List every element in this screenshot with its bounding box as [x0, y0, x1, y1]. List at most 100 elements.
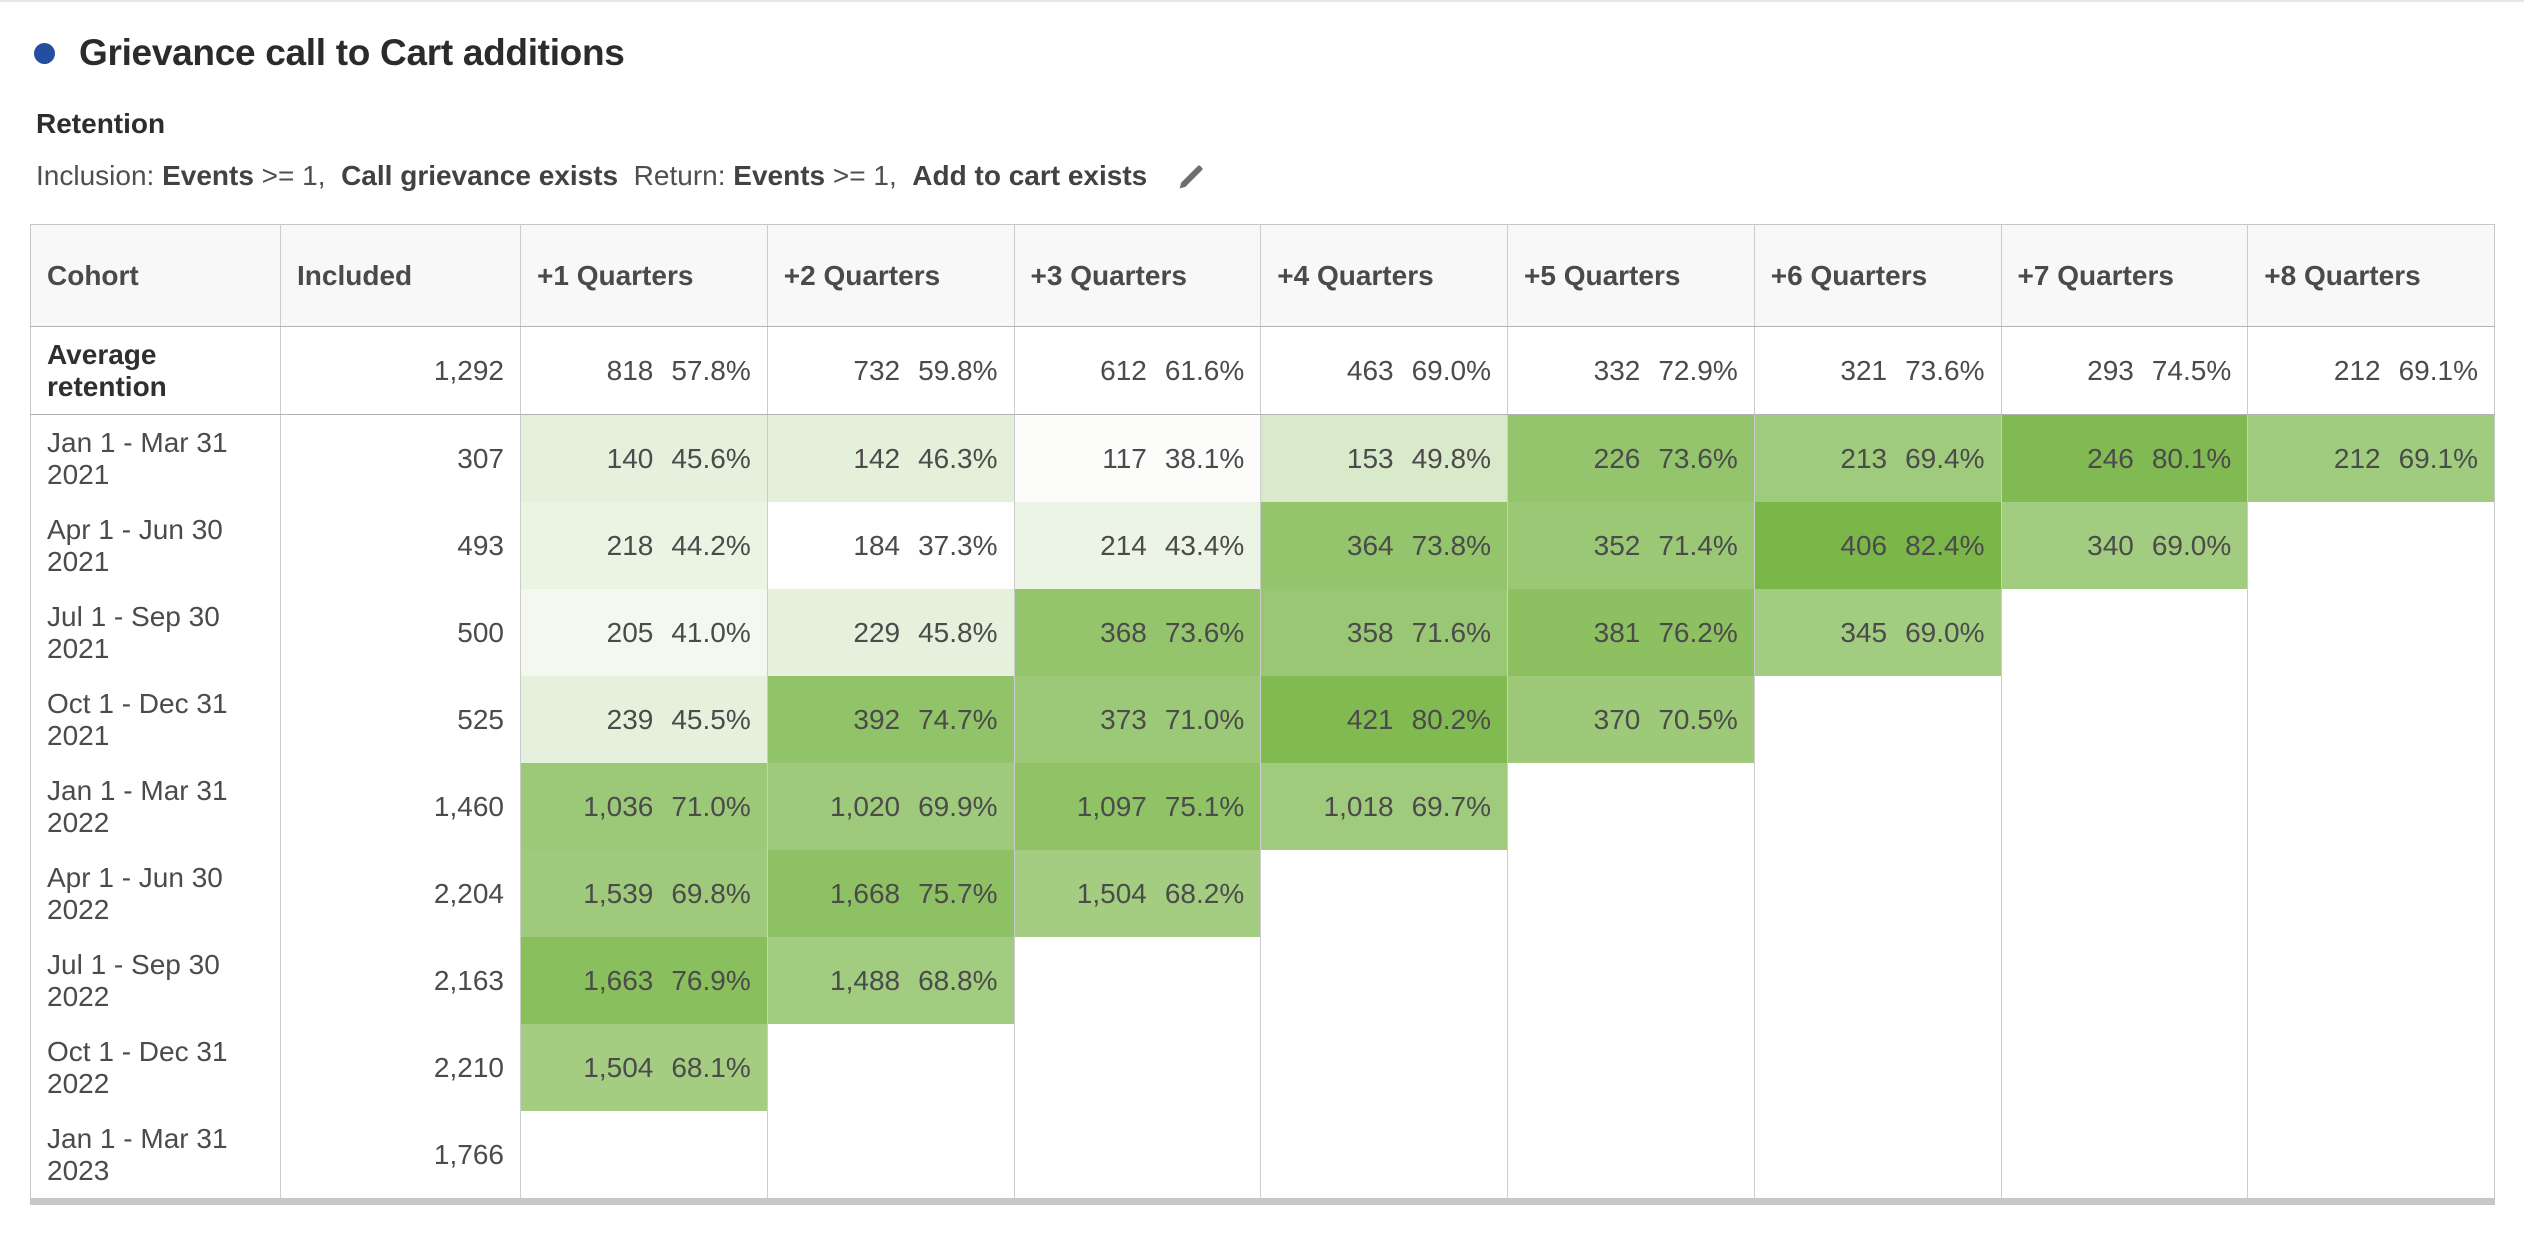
horizontal-scrollbar[interactable] [30, 1199, 2495, 1205]
cohort-panel: Grievance call to Cart additions Retenti… [0, 2, 2524, 1205]
cohort-label: Apr 1 - Jun 30 2021 [47, 513, 223, 577]
included-count: 2,210 [280, 1024, 521, 1111]
cell-percentage: 69.0% [2151, 529, 2232, 561]
cell-count: 1,488 [830, 964, 901, 996]
criteria-text: Inclusion: Events >= 1, Call grievance e… [36, 160, 1147, 192]
column-header: +2 Quarters [766, 224, 1014, 327]
cell-percentage: 59.8% [918, 354, 998, 386]
table-row: Jul 1 - Sep 30 2022 2,163 1,663 76.9% 1,488 6… [31, 937, 2495, 1024]
cell-percentage: 69.8% [671, 877, 751, 909]
cell-count: 381 [1593, 616, 1641, 648]
cell-percentage: 75.7% [918, 877, 998, 909]
cohort-table: Cohort Included +1 Quarters +2 Quarters +3 Q… [30, 224, 2495, 1199]
empty-cell [1753, 1111, 2001, 1199]
cell-percentage: 45.8% [918, 616, 998, 648]
cell-percentage: 69.4% [1905, 442, 1985, 474]
cell-percentage: 72.9% [1658, 354, 1738, 386]
empty-cell [2247, 502, 2495, 589]
retention-cell: 364 73.8% [1260, 502, 1508, 589]
empty-cell [2000, 676, 2248, 763]
retention-cell: 142 46.3% [766, 414, 1014, 502]
retention-cell: 1,504 68.2% [1013, 850, 1261, 937]
cell-count: 117 [1102, 442, 1147, 474]
empty-cell [1753, 676, 2001, 763]
included-count: 1,292 [280, 326, 521, 415]
empty-cell [2247, 937, 2495, 1024]
criteria-segment: >= 1, [253, 160, 342, 191]
average-row: Average retention 1,292 818 57.8% 732 59.8% 61… [30, 326, 2495, 415]
cell-percentage: 38.1% [1164, 442, 1245, 474]
cell-percentage: 46.3% [918, 442, 998, 474]
cell-count: 370 [1593, 703, 1641, 735]
column-header: Included [280, 224, 521, 327]
column-header: +1 Quarters [520, 224, 768, 327]
empty-cell [1260, 1024, 1508, 1111]
empty-cell [2247, 589, 2495, 676]
table-row: Jan 1 - Mar 31 2023 1,766 [31, 1111, 2495, 1199]
cell-count: 1,504 [1076, 877, 1147, 909]
retention-cell: 239 45.5% [520, 676, 768, 763]
cell-count: 352 [1593, 529, 1641, 561]
cell-count: 732 [853, 354, 901, 386]
retention-cell: 212 69.1% [2247, 326, 2495, 415]
empty-cell [1507, 1024, 1755, 1111]
empty-cell [2000, 937, 2248, 1024]
empty-cell [766, 1111, 1014, 1199]
cell-count: 612 [1100, 354, 1147, 386]
cell-count: 1,097 [1076, 790, 1147, 822]
cell-percentage: 37.3% [918, 529, 998, 561]
cell-count: 364 [1346, 529, 1394, 561]
cell-percentage: 73.6% [1658, 442, 1738, 474]
retention-cell: 246 80.1% [2000, 414, 2248, 502]
cell-percentage: 69.1% [2398, 442, 2478, 474]
cell-count: 345 [1840, 616, 1888, 648]
cell-count: 1,020 [830, 790, 901, 822]
empty-cell [1260, 850, 1508, 937]
column-header: +4 Quarters [1260, 224, 1508, 327]
cell-percentage: 73.6% [1164, 616, 1245, 648]
cell-count: 214 [1100, 529, 1147, 561]
retention-cell: 1,097 75.1% [1013, 763, 1261, 850]
retention-cell: 352 71.4% [1507, 502, 1755, 589]
retention-cell: 1,020 69.9% [766, 763, 1014, 850]
cell-percentage: 69.0% [1905, 616, 1985, 648]
retention-cell: 392 74.7% [766, 676, 1014, 763]
cell-percentage: 75.1% [1164, 790, 1245, 822]
retention-cell: 214 43.4% [1013, 502, 1261, 589]
cell-percentage: 76.9% [671, 964, 751, 996]
retention-cell: 345 69.0% [1753, 589, 2001, 676]
empty-cell [1507, 850, 1755, 937]
table-row: Oct 1 - Dec 31 2021 525 239 45.5% 392 74.7% 37… [31, 676, 2495, 763]
criteria-segment: >= 1, [825, 160, 913, 191]
retention-cell: 1,539 69.8% [520, 850, 768, 937]
cell-count: 332 [1593, 354, 1641, 386]
empty-cell [1507, 937, 1755, 1024]
cell-percentage: 76.2% [1658, 616, 1738, 648]
retention-cell: 226 73.6% [1507, 414, 1755, 502]
empty-cell [1753, 937, 2001, 1024]
cell-count: 358 [1346, 616, 1394, 648]
table-row: Oct 1 - Dec 31 2022 2,210 1,504 68.1% [31, 1024, 2495, 1111]
table-row: Jan 1 - Mar 31 2022 1,460 1,036 71.0% 1,020 6… [31, 763, 2495, 850]
edit-pencil-icon[interactable] [1177, 161, 1207, 191]
cell-percentage: 45.6% [671, 442, 751, 474]
cohort-label: Jan 1 - Mar 31 2021 [47, 426, 228, 490]
empty-cell [2000, 589, 2248, 676]
cohort-label: Jul 1 - Sep 30 2021 [47, 600, 220, 664]
cell-count: 373 [1100, 703, 1147, 735]
cell-count: 293 [2087, 354, 2134, 386]
cell-percentage: 69.7% [1411, 790, 1491, 822]
cell-count: 229 [853, 616, 901, 648]
retention-cell: 1,488 68.8% [766, 937, 1014, 1024]
retention-cell: 218 44.2% [520, 502, 768, 589]
empty-cell [1013, 1111, 1261, 1199]
cell-count: 205 [606, 616, 654, 648]
retention-cell: 293 74.5% [2000, 326, 2248, 415]
cell-percentage: 68.8% [918, 964, 998, 996]
cell-count: 818 [606, 354, 654, 386]
retention-cell: 368 73.6% [1013, 589, 1261, 676]
retention-cell: 332 72.9% [1507, 326, 1755, 415]
empty-cell [2247, 676, 2495, 763]
empty-cell [1260, 937, 1508, 1024]
retention-cell: 381 76.2% [1507, 589, 1755, 676]
